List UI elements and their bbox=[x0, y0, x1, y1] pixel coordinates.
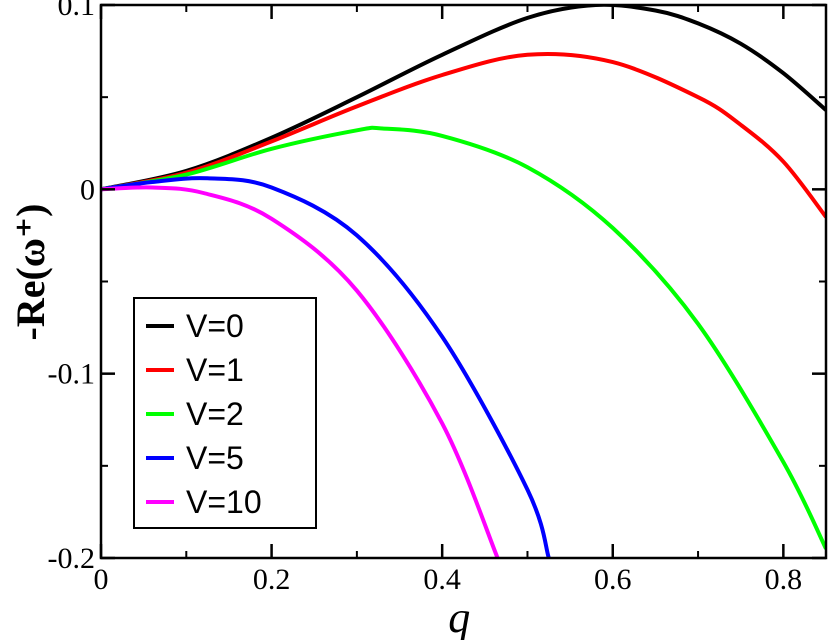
legend: V=0 V=1 V=2 V=5 V=10 bbox=[133, 297, 317, 529]
x-tick-label: 0.6 bbox=[594, 563, 632, 596]
x-tick-label: 0.2 bbox=[253, 563, 291, 596]
series-line-5 bbox=[101, 185, 500, 558]
y-tick-label: -0.1 bbox=[48, 358, 96, 391]
x-tick-label: 0.8 bbox=[765, 563, 803, 596]
y-tick-label: 0 bbox=[80, 173, 95, 206]
x-tick-label: 0 bbox=[94, 563, 109, 596]
ticks-layer: 0 0.2 0.4 0.6 0.8 0.1 0 -0.1 -0.2 bbox=[48, 0, 826, 596]
legend-label-1: V=0 bbox=[186, 308, 244, 344]
legend-label-3: V=2 bbox=[186, 396, 244, 432]
series-line-2 bbox=[101, 52, 826, 219]
legend-label-5: V=10 bbox=[186, 484, 262, 520]
legend-label-4: V=5 bbox=[186, 440, 244, 476]
y-axis-label: -Re(ω⁺) bbox=[8, 204, 53, 341]
series-layer bbox=[101, 5, 826, 558]
x-axis-label: q bbox=[448, 593, 470, 640]
series-line-4 bbox=[101, 176, 551, 558]
series-line-1 bbox=[101, 5, 826, 192]
y-tick-label: 0.1 bbox=[58, 0, 96, 22]
y-tick-label: -0.2 bbox=[48, 542, 96, 575]
legend-label-2: V=1 bbox=[186, 352, 244, 388]
x-tick-label: 0.4 bbox=[423, 563, 461, 596]
series-line-3 bbox=[101, 125, 826, 550]
